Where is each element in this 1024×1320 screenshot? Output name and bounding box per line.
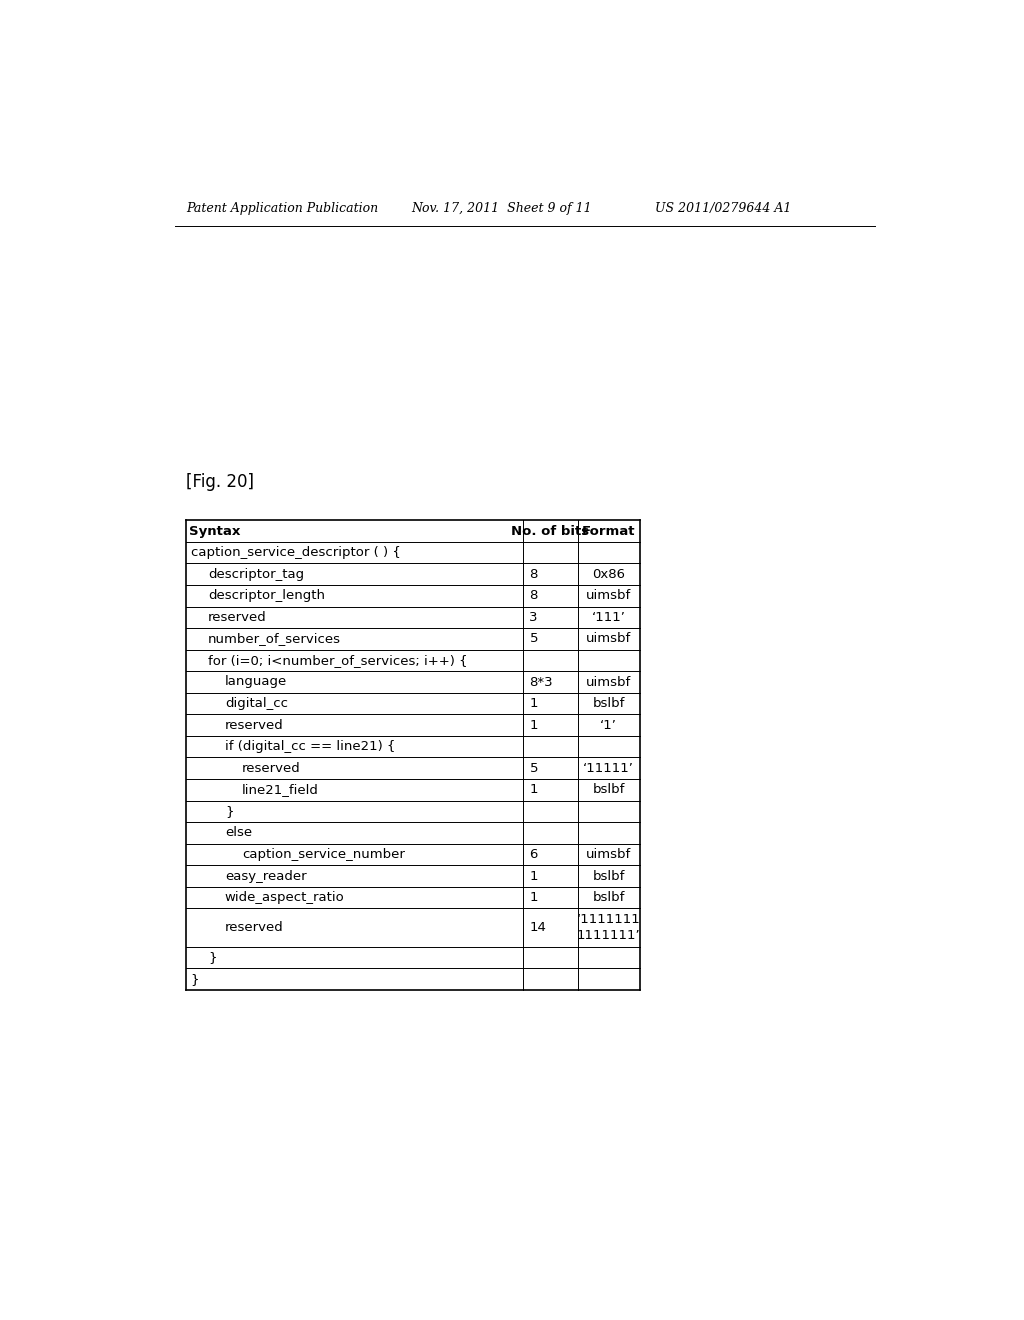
Text: reserved: reserved bbox=[208, 611, 266, 624]
Text: 14: 14 bbox=[529, 921, 547, 935]
Text: uimsbf: uimsbf bbox=[586, 589, 631, 602]
Text: caption_service_descriptor ( ) {: caption_service_descriptor ( ) { bbox=[190, 546, 400, 560]
Text: 1111111’: 1111111’ bbox=[577, 929, 640, 942]
Text: 8: 8 bbox=[529, 589, 538, 602]
Text: Nov. 17, 2011  Sheet 9 of 11: Nov. 17, 2011 Sheet 9 of 11 bbox=[411, 202, 592, 215]
Text: Patent Application Publication: Patent Application Publication bbox=[186, 202, 378, 215]
Text: descriptor_tag: descriptor_tag bbox=[208, 568, 304, 581]
Text: 6: 6 bbox=[529, 847, 538, 861]
Text: bslbf: bslbf bbox=[592, 891, 625, 904]
Text: bslbf: bslbf bbox=[592, 697, 625, 710]
Text: ‘1’: ‘1’ bbox=[600, 718, 616, 731]
Text: 1: 1 bbox=[529, 783, 538, 796]
Text: descriptor_length: descriptor_length bbox=[208, 589, 325, 602]
Text: ‘1111111: ‘1111111 bbox=[577, 913, 640, 927]
Text: for (i=0; i<number_of_services; i++) {: for (i=0; i<number_of_services; i++) { bbox=[208, 653, 467, 667]
Text: uimsbf: uimsbf bbox=[586, 676, 631, 689]
Text: 1: 1 bbox=[529, 870, 538, 883]
Text: [Fig. 20]: [Fig. 20] bbox=[186, 473, 254, 491]
Text: caption_service_number: caption_service_number bbox=[242, 847, 404, 861]
Text: }: } bbox=[208, 952, 216, 964]
Text: line21_field: line21_field bbox=[242, 783, 318, 796]
Text: uimsbf: uimsbf bbox=[586, 632, 631, 645]
Text: bslbf: bslbf bbox=[592, 783, 625, 796]
Text: ‘111’: ‘111’ bbox=[592, 611, 626, 624]
Text: }: } bbox=[225, 805, 233, 818]
Text: bslbf: bslbf bbox=[592, 870, 625, 883]
Text: reserved: reserved bbox=[225, 921, 284, 935]
Text: wide_aspect_ratio: wide_aspect_ratio bbox=[225, 891, 345, 904]
Text: No. of bits: No. of bits bbox=[511, 524, 590, 537]
Text: 0x86: 0x86 bbox=[592, 568, 625, 581]
Text: 8: 8 bbox=[529, 568, 538, 581]
Text: reserved: reserved bbox=[225, 718, 284, 731]
Text: Syntax: Syntax bbox=[189, 524, 241, 537]
Text: 1: 1 bbox=[529, 697, 538, 710]
Text: number_of_services: number_of_services bbox=[208, 632, 341, 645]
Text: ‘11111’: ‘11111’ bbox=[583, 762, 634, 775]
Text: 1: 1 bbox=[529, 891, 538, 904]
Text: reserved: reserved bbox=[242, 762, 301, 775]
Text: Format: Format bbox=[582, 524, 635, 537]
Text: }: } bbox=[190, 973, 200, 986]
Text: US 2011/0279644 A1: US 2011/0279644 A1 bbox=[655, 202, 792, 215]
Text: digital_cc: digital_cc bbox=[225, 697, 288, 710]
Text: 1: 1 bbox=[529, 718, 538, 731]
Text: easy_reader: easy_reader bbox=[225, 870, 306, 883]
Text: 8*3: 8*3 bbox=[529, 676, 553, 689]
Text: if (digital_cc == line21) {: if (digital_cc == line21) { bbox=[225, 741, 395, 754]
Text: language: language bbox=[225, 676, 287, 689]
Text: 5: 5 bbox=[529, 632, 538, 645]
Text: 5: 5 bbox=[529, 762, 538, 775]
Text: 3: 3 bbox=[529, 611, 538, 624]
Text: else: else bbox=[225, 826, 252, 840]
Text: uimsbf: uimsbf bbox=[586, 847, 631, 861]
